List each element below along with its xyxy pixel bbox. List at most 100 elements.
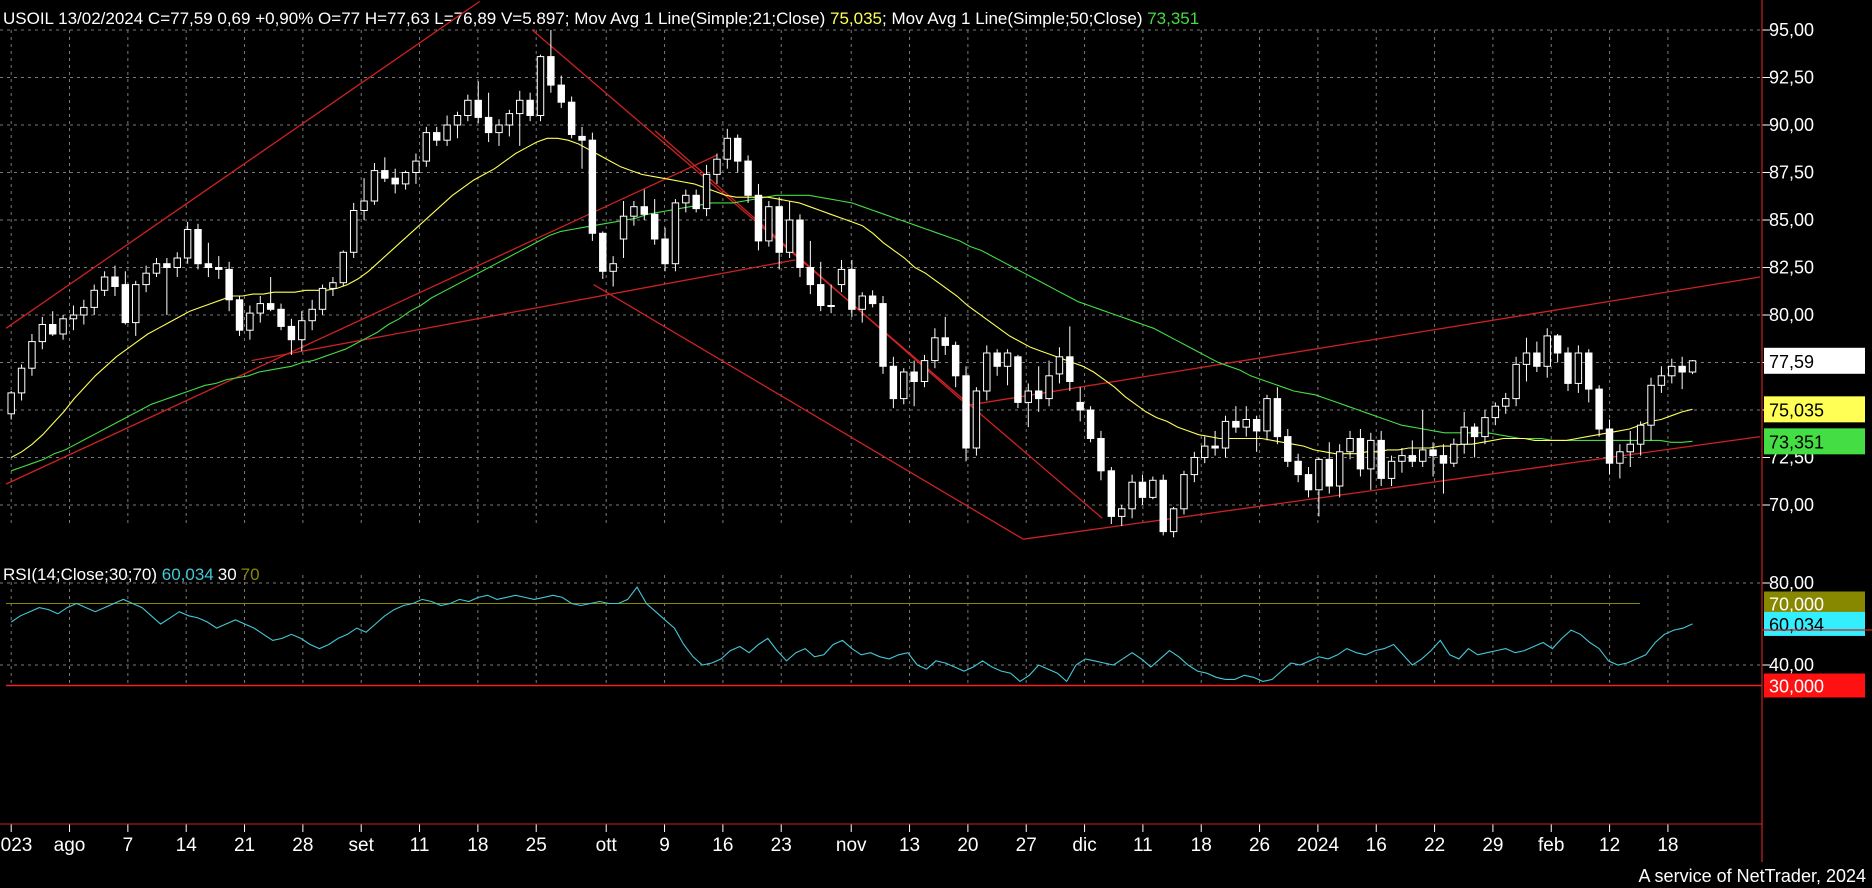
candle	[983, 345, 991, 401]
candle-body-up	[609, 263, 617, 272]
candle	[1086, 406, 1095, 443]
candle-body-up	[713, 158, 721, 175]
candle	[588, 132, 597, 241]
candle-body-down	[640, 206, 649, 215]
candle	[516, 90, 524, 146]
candle-body-up	[28, 341, 36, 369]
candle	[173, 252, 181, 277]
candle	[1003, 349, 1012, 386]
candle	[1335, 444, 1344, 498]
candle	[630, 201, 638, 226]
candle-body-up	[972, 390, 981, 449]
candle	[505, 109, 514, 137]
date-axis: 2023 ago 7 14 21 28 set 11 18 25 ott 9 16 23 nov 13 20 27…	[0, 823, 1762, 856]
candle-body-down	[1097, 438, 1105, 472]
candle	[920, 354, 929, 388]
candle	[1180, 470, 1188, 515]
candle-body-down	[941, 337, 949, 346]
price-tick-label: 85,00	[1769, 210, 1814, 230]
candle-body-down	[1138, 481, 1147, 498]
candle-body-down	[962, 375, 970, 449]
candle	[401, 170, 410, 190]
candle-body-down	[1304, 474, 1313, 491]
rsi-grid	[0, 575, 1760, 686]
candle-body-up	[142, 272, 150, 286]
candle-body-up	[360, 200, 368, 211]
candle-body-down	[775, 206, 783, 253]
candle	[1522, 337, 1531, 382]
price-tick-label: 87,50	[1769, 163, 1814, 183]
candle-body-up	[80, 306, 88, 316]
candle-body-up	[1657, 375, 1666, 386]
candle	[453, 111, 462, 139]
candle-body-down	[381, 170, 389, 179]
candle	[1128, 474, 1136, 519]
date-tick-label: 26	[1249, 835, 1270, 856]
date-tick-label: 14	[176, 835, 198, 856]
candle-body-up	[1315, 458, 1323, 491]
ma21-tag: 75,035	[1769, 400, 1824, 420]
candle	[702, 164, 711, 217]
candle	[412, 153, 420, 184]
last-price-tag: 77,59	[1769, 352, 1814, 372]
candle	[121, 271, 130, 325]
candle-body-up	[1045, 375, 1053, 400]
rsi-line	[10, 586, 1693, 683]
header-sep-1: ;	[565, 9, 570, 28]
candle-body-down	[588, 139, 597, 234]
candle-body-up	[1502, 398, 1510, 407]
candle	[578, 126, 586, 169]
candle	[775, 197, 783, 270]
candle	[215, 256, 223, 279]
candle	[1543, 328, 1551, 378]
candle-body-down	[692, 194, 700, 210]
candle-body-up	[1201, 445, 1209, 459]
candle-body-up	[1491, 405, 1500, 419]
candle-body-down	[225, 268, 233, 301]
candle-body-up	[1636, 424, 1645, 445]
candle-body-up	[1512, 363, 1520, 400]
date-tick-label: 23	[771, 835, 792, 856]
date-tick-label: 20	[957, 835, 978, 856]
candle-body-down	[194, 229, 202, 265]
rsi-low-tag: 30,000	[1769, 677, 1824, 697]
date-tick-label: ott	[596, 835, 618, 856]
candle-body-up	[152, 263, 161, 274]
candle	[1211, 430, 1219, 456]
date-tick-label: 13	[899, 835, 920, 856]
candle	[827, 284, 835, 314]
candle-body-up	[1003, 352, 1012, 367]
candle	[339, 250, 348, 287]
candle	[526, 92, 534, 122]
candle-body-up	[1688, 360, 1697, 373]
candle-body-up	[1522, 352, 1531, 365]
candle-body-down	[1585, 352, 1593, 390]
candle-body-down	[1408, 455, 1417, 462]
candle	[1076, 387, 1084, 422]
candle	[1429, 442, 1437, 477]
candle	[1678, 356, 1686, 390]
candle-body-down	[1066, 356, 1074, 382]
candle	[1045, 360, 1053, 407]
candle	[1502, 392, 1510, 414]
trendline	[251, 259, 796, 362]
candle	[879, 296, 887, 374]
candle	[1221, 415, 1230, 458]
candle-body-up	[1367, 439, 1375, 470]
candle-body-down	[266, 303, 275, 310]
price-tick-label: 70,00	[1769, 495, 1814, 515]
candle	[277, 303, 285, 331]
candle	[1325, 442, 1334, 494]
date-tick-label: dic	[1072, 835, 1096, 856]
candle-body-down	[1086, 409, 1095, 439]
candle-body-up	[1450, 443, 1458, 464]
candle	[806, 240, 815, 295]
candle	[1657, 366, 1666, 393]
candle	[100, 271, 109, 296]
candle-body-up	[256, 303, 264, 314]
date-tick-label: 21	[234, 835, 255, 856]
rsi-high-tag: 70,000	[1769, 595, 1824, 615]
candle-body-up	[1180, 474, 1188, 510]
